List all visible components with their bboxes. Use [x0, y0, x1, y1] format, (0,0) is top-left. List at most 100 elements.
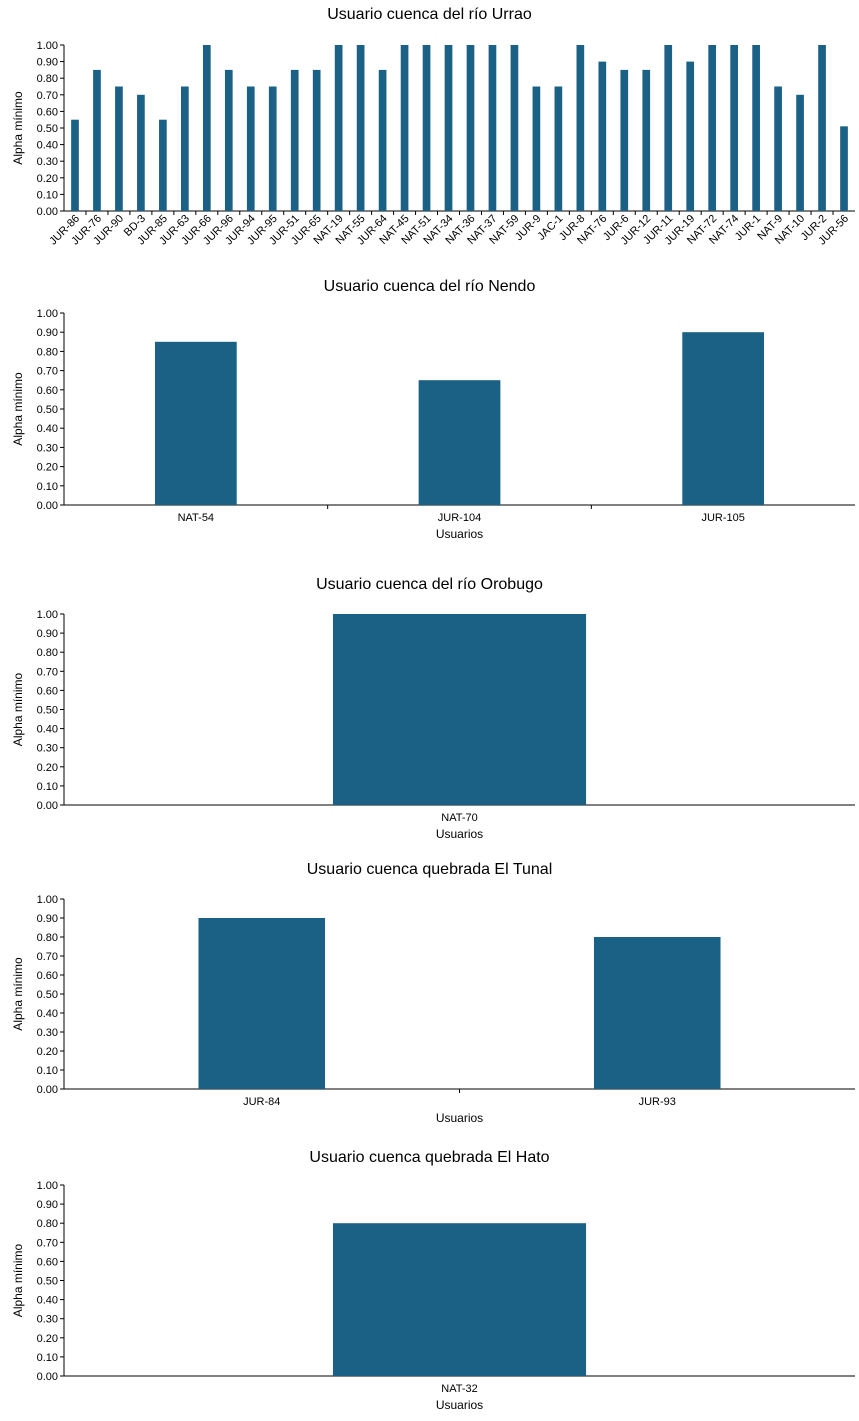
bar-NAT-51 — [422, 45, 431, 211]
bar-BD-3 — [137, 94, 145, 211]
bar-JUR-65 — [312, 69, 321, 212]
bar-JUR-51 — [290, 69, 299, 212]
chart-nendo: Usuario cuenca del río Nendo 0.00 0.10 0.2… — [0, 272, 859, 562]
y-axis-label: Alpha mínimo — [11, 91, 25, 165]
bar-NAT-54 — [154, 341, 237, 505]
y-tick-label: 0.30 — [37, 743, 58, 755]
chart-title: Usuario cuenca del río Orobugo — [316, 576, 543, 593]
y-tick-label: 0.50 — [37, 123, 58, 135]
y-tick-label: 0.10 — [37, 189, 58, 201]
x-tick-label: NAT-54 — [178, 512, 214, 524]
x-tick-label: JUR-105 — [701, 512, 744, 524]
y-tick-label: 1.00 — [37, 894, 58, 906]
y-tick-label: 0.20 — [37, 1046, 58, 1058]
bar-JUR-76 — [93, 69, 101, 212]
y-tick-label: 1.00 — [37, 308, 58, 320]
chart-el-hato-plot: 0.00 0.10 0.20 0.30 0.40 0.50 0.60 0.70 0.80 0.90… — [11, 1180, 855, 1412]
y-tick-label: 0.80 — [37, 73, 58, 85]
x-tick-label: NAT-32 — [441, 1383, 477, 1395]
x-tick-label: JUR-104 — [438, 512, 481, 524]
bar-JUR-105 — [682, 332, 765, 505]
y-tick-label: 0.90 — [37, 57, 58, 69]
bar-JUR-1 — [752, 45, 760, 211]
y-tick-label: 0.20 — [37, 462, 58, 474]
bar-NAT-34 — [444, 45, 453, 211]
bar-JUR-63 — [181, 86, 189, 211]
y-tick-label: 0.00 — [37, 206, 58, 218]
bar-NAT-59 — [510, 45, 519, 211]
bar-NAT-10 — [796, 94, 804, 211]
x-axis-label: Usuarios — [436, 1111, 483, 1125]
y-tick-label: 0.50 — [37, 989, 58, 1001]
y-tick-label: 0.70 — [37, 666, 58, 678]
bar-JUR-94 — [246, 86, 255, 211]
y-tick-label: 0.30 — [37, 1027, 58, 1039]
bar-JUR-64 — [378, 69, 387, 212]
chart-orobugo: Usuario cuenca del río Orobugo 0.00 0.10 0… — [0, 570, 859, 855]
y-tick-label: 0.70 — [37, 366, 58, 378]
chart-el-tunal-plot: 0.00 0.10 0.20 0.30 0.40 0.50 0.60 0.70 0.80 0.90… — [11, 894, 855, 1125]
chart-el-hato: Usuario cuenca quebrada El Hato 0.00 0.10… — [0, 1143, 859, 1421]
bar-NAT-45 — [400, 45, 409, 211]
y-tick-label: 0.00 — [37, 500, 58, 512]
y-tick-label: 0.00 — [37, 1371, 58, 1383]
bar-NAT-9 — [774, 86, 782, 211]
chart-urrao: Usuario cuenca del río Urrao 0.00 0.10 0.2… — [0, 0, 859, 275]
x-axis-label: Usuarios — [436, 827, 483, 841]
x-axis-label: Usuarios — [436, 527, 483, 541]
y-tick-label: 0.90 — [37, 913, 58, 925]
y-tick-label: 0.00 — [37, 1084, 58, 1096]
y-tick-label: 0.10 — [37, 781, 58, 793]
bar-NAT-72 — [708, 45, 717, 211]
bar-JAC-1 — [554, 86, 563, 211]
y-axis-label: Alpha mínimo — [11, 672, 25, 746]
bar-JUR-96 — [224, 69, 233, 212]
y-tick-label: 0.60 — [37, 385, 58, 397]
y-axis-label: Alpha mínimo — [11, 372, 25, 446]
bar-JUR-104 — [418, 380, 501, 505]
y-tick-label: 0.00 — [37, 800, 58, 812]
y-tick-label: 0.90 — [37, 327, 58, 339]
bar-NAT-19 — [334, 45, 343, 211]
y-tick-label: 0.50 — [37, 404, 58, 416]
y-tick-label: 0.20 — [37, 762, 58, 774]
y-tick-label: 0.70 — [37, 1237, 58, 1249]
bar-JUR-6 — [620, 69, 629, 212]
bar-JUR-66 — [202, 45, 211, 211]
y-tick-label: 0.10 — [37, 1352, 58, 1364]
chart-urrao-plot: 0.00 0.10 0.20 0.30 0.40 0.50 0.60 0.70 0.80 0.90… — [11, 40, 855, 247]
bar-NAT-36 — [466, 45, 475, 211]
y-axis-label: Alpha mínimo — [11, 957, 25, 1031]
y-tick-label: 0.10 — [37, 481, 58, 493]
y-tick-label: 0.60 — [37, 1256, 58, 1268]
bar-JUR-84 — [198, 918, 326, 1089]
bar-NAT-74 — [730, 45, 738, 211]
y-tick-label: 1.00 — [37, 1180, 58, 1192]
y-tick-label: 0.90 — [37, 628, 58, 640]
y-axis-label: Alpha mínimo — [11, 1243, 25, 1317]
y-tick-label: 0.60 — [37, 970, 58, 982]
bar-NAT-70 — [332, 614, 587, 805]
y-tick-label: 0.20 — [37, 173, 58, 185]
y-tick-label: 0.60 — [37, 106, 58, 118]
y-tick-label: 1.00 — [37, 609, 58, 621]
x-tick-label: JUR-84 — [243, 1096, 280, 1108]
chart-title: Usuario cuenca del río Nendo — [323, 278, 536, 295]
bar-JUR-2 — [818, 45, 826, 211]
y-tick-label: 0.40 — [37, 423, 58, 435]
y-tick-label: 0.80 — [37, 932, 58, 944]
y-tick-label: 1.00 — [37, 40, 58, 52]
x-axis-label: Usuarios — [436, 1398, 483, 1412]
bar-JUR-95 — [268, 86, 277, 211]
bar-JUR-93 — [593, 937, 721, 1089]
y-tick-label: 0.50 — [37, 1276, 58, 1288]
y-tick-label: 0.80 — [37, 647, 58, 659]
y-tick-label: 0.20 — [37, 1333, 58, 1345]
y-tick-label: 0.60 — [37, 685, 58, 697]
y-tick-label: 0.40 — [37, 140, 58, 152]
bar-JUR-85 — [159, 119, 167, 211]
y-tick-label: 0.70 — [37, 951, 58, 963]
chart-title: Usuario cuenca del río Urrao — [327, 6, 532, 23]
chart-orobugo-plot: 0.00 0.10 0.20 0.30 0.40 0.50 0.60 0.70 0.80 0.90… — [11, 609, 855, 841]
y-tick-label: 0.40 — [37, 1295, 58, 1307]
